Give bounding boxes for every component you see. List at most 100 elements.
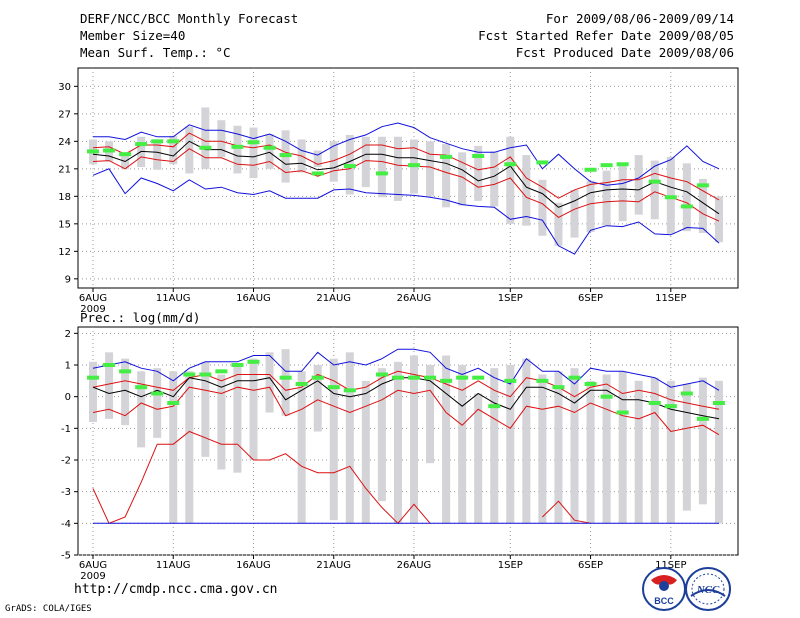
grads-credit: GrADS: COLA/IGES (5, 604, 92, 614)
temp-y-tick-label: 30 (58, 82, 71, 93)
temp-marker (440, 154, 453, 159)
header-right: For 2009/08/06-2009/09/14 Fcst Started Re… (478, 10, 734, 61)
temp-range-bar (650, 160, 659, 220)
temp-marker (664, 195, 677, 200)
temp-range-bar (458, 152, 467, 206)
prec-range-bar (377, 368, 386, 502)
prec-series-lower-limit (542, 500, 591, 524)
prec-marker (600, 394, 613, 399)
prec-range-bar (393, 361, 402, 524)
prec-range-bar (329, 358, 338, 521)
prec-range-bar (121, 358, 130, 426)
prec-marker (279, 375, 292, 380)
prec-marker (391, 375, 404, 380)
temp-x-tick-label: 11AUG (156, 293, 191, 304)
prec-x-tick-label: 6AUG (79, 560, 107, 571)
temp-range-bar (634, 155, 643, 215)
temp-marker (263, 145, 276, 150)
prec-marker (568, 375, 581, 380)
temp-marker (247, 140, 260, 145)
prec-range-bar (201, 361, 210, 457)
temp-series-upper-envelope (93, 122, 720, 186)
prec-marker (119, 369, 132, 374)
temp-marker (87, 149, 99, 154)
prec-range-bar (442, 355, 451, 524)
prec-marker (552, 385, 565, 390)
prec-y-tick-label: -1 (61, 424, 71, 435)
prec-marker (151, 391, 164, 396)
prec-range-bar (185, 371, 194, 524)
temp-range-bar (153, 139, 162, 170)
prec-series-upper-envelope (92, 348, 720, 391)
prec-panel-title: Prec.: log(mm/d) (80, 310, 200, 325)
temp-y-tick-label: 24 (58, 137, 71, 148)
prec-marker (343, 388, 356, 393)
temp-range-bar (169, 135, 178, 165)
prec-marker (488, 404, 501, 409)
temp-range-bar (506, 136, 515, 224)
prec-range-bar (634, 380, 643, 524)
temp-range-bar (538, 179, 547, 236)
prec-range-bar (249, 358, 258, 460)
prec-marker (375, 372, 388, 377)
temp-marker (151, 139, 164, 144)
prec-marker (664, 404, 677, 409)
temp-y-tick-label: 12 (58, 247, 71, 258)
temp-marker (231, 144, 244, 149)
temp-range-bar (249, 127, 258, 178)
prec-x-tick-label: 11AUG (156, 560, 191, 571)
temp-marker (103, 148, 116, 153)
prec-range-bar (426, 365, 435, 464)
prec-range-bar (490, 368, 499, 524)
source-url[interactable]: http://cmdp.ncc.cma.gov.cn (74, 582, 278, 597)
temp-marker (536, 160, 549, 165)
prec-series-lower-spread (92, 386, 720, 436)
prec-marker (247, 359, 260, 364)
temp-x-tick-label: 11SEP (655, 293, 686, 304)
prec-range-bar (169, 371, 178, 524)
prec-range-bar (618, 371, 627, 524)
prec-marker (167, 401, 180, 405)
prec-range-bar (682, 384, 691, 511)
temp-range-bar (554, 202, 563, 246)
prec-series-upper-spread (92, 370, 720, 410)
prec-range-bar (538, 374, 547, 524)
temp-marker (119, 152, 132, 157)
temp-y-tick-label: 18 (58, 192, 71, 203)
temp-x-tick-label: 6SEP (578, 293, 603, 304)
prec-range-bar (265, 352, 274, 413)
temp-range-bar (361, 136, 370, 188)
prec-range-bar (506, 365, 515, 524)
prec-marker (311, 375, 324, 380)
temp-marker (167, 139, 180, 144)
temp-marker (696, 183, 709, 188)
temp-marker (279, 153, 292, 158)
start-date: Fcst Started Refer Date 2009/08/05 (478, 28, 734, 43)
temp-range-bar (442, 144, 451, 208)
prec-range-bar (474, 393, 483, 524)
chart-title: DERF/NCC/BCC Monthly Forecast (80, 11, 299, 26)
prec-series-lower-limit (92, 430, 431, 525)
temp-x-tick-label: 1SEP (498, 293, 523, 304)
prec-y-tick-label: -2 (61, 456, 71, 467)
temperature-panel: 9 12 15 18 21 24 27 30 6AUG 11AUG 16AUG 21AUG 26AUG 1… (58, 67, 739, 315)
temp-marker (199, 145, 212, 150)
temp-marker (472, 154, 485, 158)
prec-marker (135, 385, 148, 390)
temp-marker (680, 204, 693, 209)
temp-range-bar (682, 163, 691, 232)
variable-label: Mean Surf. Temp.: °C (80, 45, 231, 60)
prec-range-bar (554, 371, 563, 524)
prec-x-tick-label: 11SEP (655, 560, 686, 571)
temp-range-bar (217, 120, 226, 157)
prec-marker (584, 382, 597, 386)
temp-range-bar (522, 155, 531, 226)
prec-range-bar (297, 371, 306, 524)
temp-x-tick-label: 16AUG (236, 293, 271, 304)
prec-range-bar (345, 352, 354, 524)
temp-range-bar (377, 136, 386, 198)
temp-marker (408, 163, 420, 168)
prec-y-tick-label: 2 (65, 329, 71, 340)
prec-marker (456, 375, 469, 380)
